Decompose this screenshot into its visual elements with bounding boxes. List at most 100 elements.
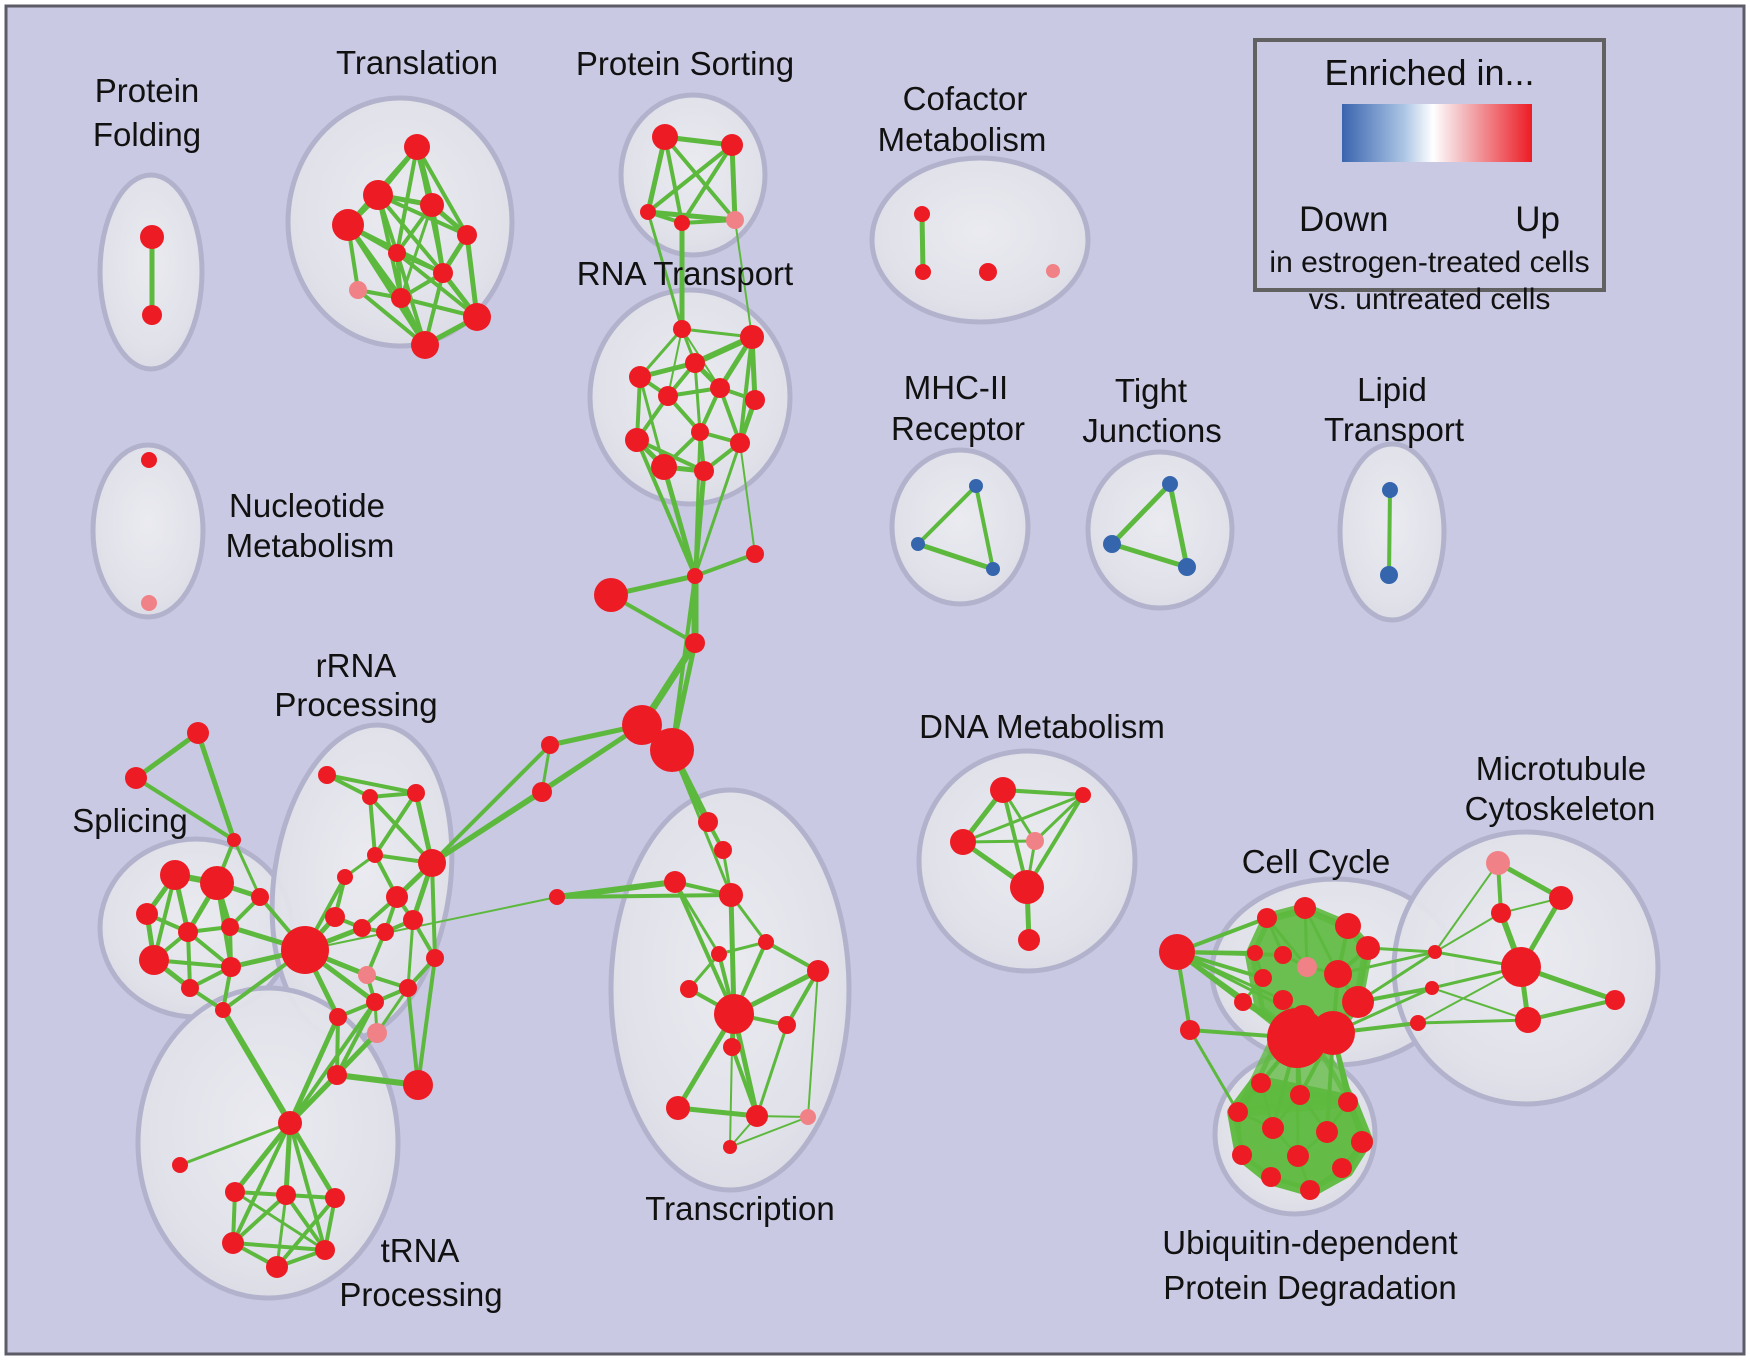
node-ub1 xyxy=(1251,1073,1271,1093)
edge-sp10-rr18 xyxy=(220,1007,293,1126)
edge-dn2-dn4 xyxy=(1033,793,1085,843)
node-mt4 xyxy=(1501,947,1541,987)
node-ub6 xyxy=(1316,1121,1338,1143)
node-ub2 xyxy=(1290,1085,1310,1105)
node-rr15 xyxy=(366,993,384,1011)
edge-tn3-tn6 xyxy=(275,1196,337,1269)
node-cc4 xyxy=(1335,913,1361,939)
node-mcc1 xyxy=(1428,945,1442,959)
cluster-lipid-transport-label-line2: Transport xyxy=(1324,411,1464,448)
legend-gradient-bar xyxy=(1342,104,1532,162)
edge-h8-rr6 xyxy=(429,789,545,866)
node-rr6 xyxy=(418,849,446,877)
node-cm4 xyxy=(1046,264,1060,278)
edge-ps3-ps5 xyxy=(645,209,738,223)
node-rt7 xyxy=(745,390,765,410)
node-rr2 xyxy=(362,789,378,805)
node-sp3 xyxy=(136,903,158,925)
node-ub9 xyxy=(1287,1145,1309,1167)
node-ps5 xyxy=(726,211,744,229)
legend-title: Enriched in... xyxy=(1324,52,1535,93)
node-cc17 xyxy=(1180,1020,1200,1040)
edge-rt9-rt12 xyxy=(635,438,706,473)
edge-t6-t10 xyxy=(395,251,479,319)
node-rt1 xyxy=(673,320,691,338)
edge-rr11-rr14 xyxy=(406,918,415,990)
node-dn4 xyxy=(1026,832,1044,850)
node-tj2 xyxy=(1103,535,1121,553)
cluster-microtubule-cytoskeleton-label-line1: Microtubule xyxy=(1476,750,1647,787)
cluster-tight-junctions-label-line1: Tight xyxy=(1115,372,1187,409)
node-mcc2 xyxy=(1425,981,1439,995)
cluster-translation-label-line1: Translation xyxy=(336,44,498,81)
cluster-cell-cycle-label-line1: Cell Cycle xyxy=(1242,843,1391,880)
legend-caption-line1: in estrogen-treated cells xyxy=(1269,246,1590,279)
node-lt1 xyxy=(1382,482,1398,498)
cluster-ubiquitin-degradation-label-line1: Ubiquitin-dependent xyxy=(1162,1224,1457,1261)
node-sp4 xyxy=(178,922,198,942)
cluster-trna-processing-label-line1: tRNA xyxy=(381,1232,460,1269)
edge-ps2-ps5 xyxy=(729,142,738,223)
nodes-layer xyxy=(125,124,1625,1278)
node-sp10 xyxy=(215,1002,231,1018)
edge-tn2-tn4 xyxy=(231,1193,288,1245)
edge-tr10-tr13 xyxy=(755,1023,789,1118)
node-t9 xyxy=(391,288,411,308)
edge-ps1-ps4 xyxy=(663,135,684,225)
legend-caption-line2: vs. untreated cells xyxy=(1308,283,1551,316)
edge-tn2-tn5 xyxy=(284,1193,327,1252)
node-rr7 xyxy=(386,886,408,908)
edge-mh1-mh2 xyxy=(916,484,978,546)
cluster-nucleotide-metabolism-label-line1: Nucleotide xyxy=(229,487,385,524)
node-sp6 xyxy=(251,888,269,906)
node-mt3 xyxy=(1491,903,1511,923)
cluster-protein-sorting-label-line1: Protein Sorting xyxy=(576,45,794,82)
node-cm3 xyxy=(979,263,997,281)
node-tn5 xyxy=(315,1240,335,1260)
node-lt2 xyxy=(1380,566,1398,584)
node-tn6 xyxy=(266,1256,288,1278)
edge-mt5-mt6 xyxy=(1526,998,1617,1022)
node-rr5 xyxy=(337,869,353,885)
edge-tri2-tri3 xyxy=(134,776,236,842)
edge-ps2-ps3 xyxy=(646,143,734,214)
cluster-splicing-label-line1: Splicing xyxy=(72,802,188,839)
cluster-cofactor-metabolism-label-line2: Metabolism xyxy=(878,121,1047,158)
edge-tri1-tri3 xyxy=(195,730,237,843)
node-rt12 xyxy=(694,461,714,481)
node-rt11 xyxy=(651,454,677,480)
node-t6 xyxy=(388,244,406,262)
node-tr6 xyxy=(711,946,727,962)
node-rr8 xyxy=(325,907,345,927)
node-pf1 xyxy=(140,225,164,249)
edge-dn1-dn2 xyxy=(1001,788,1085,797)
node-cc6 xyxy=(1247,945,1263,961)
edge-rr6-rr16 xyxy=(430,861,437,960)
edge-rr18-tn4 xyxy=(231,1121,292,1245)
node-sp8 xyxy=(221,957,241,977)
edge-rr2-rr6 xyxy=(368,795,434,865)
node-tj1 xyxy=(1162,476,1178,492)
node-t5 xyxy=(457,225,477,245)
edge-ps3-rt1 xyxy=(646,210,684,331)
cluster-lipid-transport-ellipse xyxy=(1337,441,1447,623)
node-t4 xyxy=(420,193,444,217)
node-mt1 xyxy=(1486,851,1510,875)
node-mcc3 xyxy=(1410,1015,1426,1031)
node-rr21 xyxy=(403,1070,433,1100)
edge-rr18-tn3 xyxy=(287,1120,338,1201)
cluster-mhc-ii-receptor-ellipse xyxy=(889,447,1031,607)
node-t1 xyxy=(404,134,430,160)
cluster-nucleotide-metabolism-ellipse xyxy=(90,442,206,620)
cluster-dna-metabolism-label-line1: DNA Metabolism xyxy=(919,708,1165,745)
cluster-trna-processing-ellipse xyxy=(135,985,401,1301)
edge-h9-tr4 xyxy=(555,893,733,899)
node-mh2 xyxy=(911,537,925,551)
node-tr2 xyxy=(714,841,732,859)
node-rt6 xyxy=(710,378,730,398)
node-rt5 xyxy=(658,386,678,406)
node-tr9 xyxy=(714,994,754,1034)
cluster-lipid-transport-label-line1: Lipid xyxy=(1357,371,1427,408)
node-ps1 xyxy=(652,124,678,150)
